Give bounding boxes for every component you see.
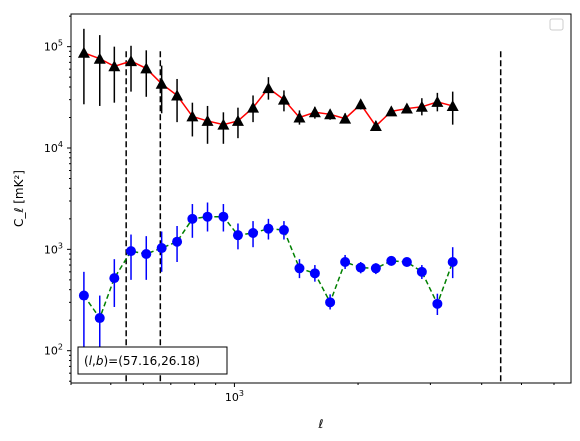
- data-point-lower: [78, 290, 89, 301]
- data-point-upper: [262, 82, 275, 94]
- data-point-lower: [109, 273, 120, 284]
- data-point-upper: [155, 77, 168, 89]
- data-point-upper: [385, 105, 398, 117]
- x-tick-base: 10: [225, 391, 239, 404]
- data-point-upper: [77, 46, 90, 58]
- y-tick-base: 10: [44, 41, 58, 54]
- data-point-lower: [232, 230, 243, 241]
- legend-box: [549, 18, 564, 31]
- data-point-upper: [171, 89, 184, 101]
- x-axis-label: ℓ: [318, 417, 324, 431]
- data-point-lower: [432, 298, 443, 309]
- x-tick-label: 103: [225, 389, 244, 404]
- annotation-lead: (: [84, 354, 89, 368]
- y-tick-base: 10: [44, 345, 58, 358]
- data-point-lower: [126, 246, 137, 257]
- data-point-lower: [156, 243, 167, 254]
- y-tick-label: 103: [44, 241, 63, 256]
- data-point-upper: [201, 114, 214, 126]
- y-tick-exponent: 5: [58, 39, 63, 48]
- data-point-upper: [431, 95, 444, 107]
- data-point-upper: [140, 62, 153, 74]
- data-point-upper: [186, 110, 199, 122]
- data-point-lower: [263, 223, 274, 234]
- y-tick-label: 102: [44, 343, 63, 358]
- data-point-lower: [94, 313, 105, 324]
- data-point-upper: [277, 93, 290, 105]
- annotation-b: b: [96, 354, 104, 368]
- data-point-upper: [247, 101, 260, 113]
- data-point-upper: [308, 106, 321, 118]
- annotation-text: (l,b)=(57.16,26.18): [84, 354, 200, 368]
- y-tick-label: 105: [44, 39, 63, 54]
- data-point-upper: [324, 108, 337, 120]
- data-point-lower: [278, 225, 289, 236]
- data-point-upper: [217, 118, 230, 130]
- annotation-box: (l,b)=(57.16,26.18): [77, 346, 228, 375]
- data-point-lower: [172, 236, 183, 247]
- data-point-upper: [339, 112, 352, 124]
- data-point-upper: [293, 111, 306, 123]
- y-tick-exponent: 2: [58, 343, 63, 352]
- data-point-upper: [400, 102, 413, 114]
- data-point-upper: [93, 52, 106, 64]
- data-point-lower: [447, 257, 458, 268]
- y-tick-exponent: 3: [58, 241, 63, 250]
- y-axis-label: C_ℓ [mK²]: [12, 170, 26, 227]
- axes-frame: [70, 13, 572, 384]
- data-point-lower: [355, 262, 366, 273]
- y-tick-label: 104: [44, 140, 63, 155]
- y-tick-exponent: 4: [58, 140, 63, 149]
- plot-area: [77, 28, 502, 383]
- y-tick-base: 10: [44, 142, 58, 155]
- data-point-upper: [354, 98, 367, 110]
- data-point-lower: [187, 213, 198, 224]
- data-point-lower: [325, 297, 336, 308]
- data-point-lower: [294, 263, 305, 274]
- data-point-lower: [386, 255, 397, 266]
- data-point-upper: [415, 100, 428, 112]
- x-tick-exponent: 3: [239, 389, 244, 398]
- data-point-lower: [141, 248, 152, 259]
- data-point-lower: [401, 257, 412, 268]
- data-point-lower: [309, 268, 320, 279]
- data-point-upper: [125, 55, 138, 67]
- annotation-sep: ,: [92, 354, 96, 368]
- y-tick-base: 10: [44, 243, 58, 256]
- data-point-lower: [202, 211, 213, 222]
- data-point-upper: [231, 114, 244, 126]
- annotation-frame: [77, 346, 228, 375]
- data-point-lower: [370, 263, 381, 274]
- data-point-upper: [108, 60, 121, 72]
- data-point-lower: [218, 211, 229, 222]
- data-point-lower: [340, 257, 351, 268]
- data-point-lower: [248, 227, 259, 238]
- annotation-tail: )=(57.16,26.18): [103, 354, 200, 368]
- data-point-lower: [416, 266, 427, 277]
- data-point-upper: [446, 99, 459, 111]
- annotation-l: l: [89, 354, 93, 368]
- data-point-upper: [369, 119, 382, 131]
